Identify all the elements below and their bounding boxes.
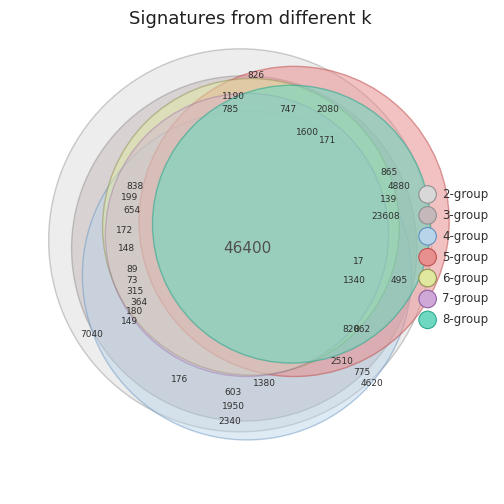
- Circle shape: [72, 76, 417, 421]
- Circle shape: [139, 67, 449, 376]
- Text: 364: 364: [131, 298, 148, 307]
- Text: 495: 495: [391, 276, 408, 285]
- Text: 654: 654: [123, 206, 141, 215]
- Circle shape: [419, 248, 436, 266]
- Text: 2340: 2340: [218, 416, 241, 425]
- Text: 865: 865: [380, 168, 397, 177]
- Circle shape: [419, 269, 436, 287]
- Text: 3-group: 3-group: [443, 209, 488, 222]
- Text: 149: 149: [121, 317, 138, 326]
- Text: 4-group: 4-group: [443, 230, 489, 243]
- Text: 171: 171: [319, 136, 337, 145]
- Text: 747: 747: [279, 105, 296, 114]
- Text: 2-group: 2-group: [443, 188, 489, 201]
- Circle shape: [419, 290, 436, 308]
- Text: 315: 315: [127, 287, 144, 296]
- Circle shape: [419, 311, 436, 329]
- Circle shape: [82, 111, 411, 440]
- Title: Signatures from different k: Signatures from different k: [129, 10, 371, 28]
- Text: 17: 17: [353, 258, 364, 267]
- Text: 1340: 1340: [343, 276, 366, 285]
- Text: 172: 172: [115, 226, 133, 235]
- Circle shape: [153, 85, 430, 363]
- Text: 4880: 4880: [388, 182, 411, 191]
- Text: 785: 785: [221, 105, 238, 114]
- Text: 139: 139: [380, 196, 397, 204]
- Circle shape: [103, 79, 399, 375]
- Text: 1380: 1380: [253, 379, 276, 388]
- Text: 862: 862: [353, 325, 370, 334]
- Text: 148: 148: [118, 244, 136, 253]
- Circle shape: [105, 93, 389, 376]
- Text: 2510: 2510: [330, 357, 353, 366]
- Text: 603: 603: [225, 388, 242, 397]
- Text: 775: 775: [353, 368, 370, 377]
- Text: 826: 826: [248, 71, 265, 80]
- Text: 5-group: 5-group: [443, 250, 488, 264]
- Text: 1600: 1600: [296, 128, 319, 137]
- Text: 6-group: 6-group: [443, 272, 489, 285]
- Text: 2080: 2080: [317, 105, 339, 114]
- Circle shape: [419, 227, 436, 245]
- Text: 23608: 23608: [371, 212, 400, 221]
- Text: 838: 838: [127, 182, 144, 191]
- Circle shape: [419, 185, 436, 203]
- Text: 4620: 4620: [361, 379, 384, 388]
- Text: 1950: 1950: [222, 402, 245, 411]
- Text: 46400: 46400: [223, 241, 271, 256]
- Text: 7040: 7040: [80, 330, 103, 339]
- Text: 1190: 1190: [222, 92, 245, 100]
- Text: 176: 176: [171, 375, 188, 384]
- Text: 180: 180: [127, 307, 144, 317]
- Text: 820: 820: [342, 325, 359, 334]
- Text: 7-group: 7-group: [443, 292, 489, 305]
- Circle shape: [419, 207, 436, 224]
- Text: 89: 89: [127, 266, 138, 275]
- Text: 8-group: 8-group: [443, 313, 488, 327]
- Circle shape: [49, 49, 431, 432]
- Text: 199: 199: [121, 193, 138, 202]
- Text: 73: 73: [127, 276, 138, 285]
